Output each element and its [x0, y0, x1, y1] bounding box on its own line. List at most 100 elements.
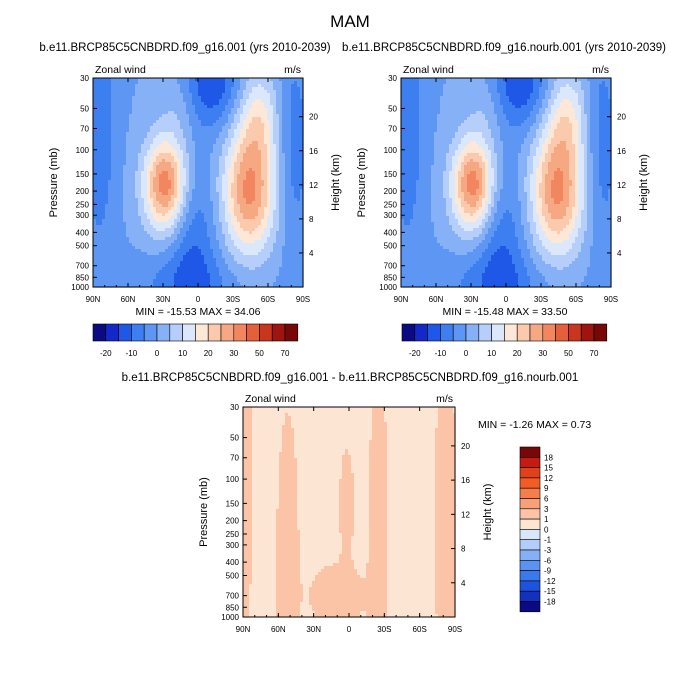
contour-cell [108, 87, 112, 91]
contour-cell [174, 96, 178, 100]
contour-cell [153, 120, 157, 124]
contour-cell [249, 108, 253, 112]
contour-cell [264, 123, 268, 127]
contour-cell [279, 117, 283, 121]
contour-cell [240, 93, 244, 97]
contour-cell [264, 87, 268, 91]
contour-cell [195, 129, 199, 133]
contour-cell [228, 123, 232, 127]
contour-cell [147, 132, 151, 136]
contour-cell [195, 84, 199, 88]
contour-cell [126, 111, 130, 115]
contour-cell [297, 87, 301, 91]
contour-cell [180, 78, 184, 82]
contour-cell [216, 132, 220, 136]
contour-cell [111, 81, 115, 85]
contour-cell [270, 129, 274, 133]
contour-cell [186, 93, 190, 97]
contour-cell [267, 96, 271, 100]
contour-cell [141, 120, 145, 124]
contour-cell [255, 111, 259, 115]
contour-cell [216, 126, 220, 130]
contour-cell [249, 114, 253, 118]
contour-cell [240, 96, 244, 100]
contour-cell [297, 90, 301, 94]
contour-cell [270, 132, 274, 136]
contour-cell [171, 93, 175, 97]
contour-cell [165, 126, 169, 130]
contour-cell [138, 81, 142, 85]
contour-cell [219, 87, 223, 91]
contour-cell [162, 111, 166, 115]
contour-cell [243, 78, 247, 82]
contour-cell [171, 117, 175, 121]
contour-cell [93, 81, 97, 85]
contour-cell [174, 123, 178, 127]
contour-cell [138, 114, 142, 118]
contour-cell [291, 81, 295, 85]
contour-cell [234, 96, 238, 100]
contour-cell [210, 84, 214, 88]
contour-cell [213, 129, 217, 133]
contour-cell [261, 84, 265, 88]
contour-cell [102, 90, 106, 94]
contour-cell [282, 78, 286, 82]
contour-cell [231, 90, 235, 94]
contour-cell [126, 120, 130, 124]
contour-cell [105, 129, 109, 133]
contour-cell [246, 84, 250, 88]
contour-cell [168, 126, 172, 130]
contour-cell [276, 129, 280, 133]
contour-cell [216, 111, 220, 115]
contour-cell [177, 96, 181, 100]
contour-cell [234, 105, 238, 109]
contour-cell [255, 105, 259, 109]
contour-cell [207, 120, 211, 124]
contour-cell [192, 78, 196, 82]
contour-cell [282, 126, 286, 130]
contour-cell [156, 78, 160, 82]
y-tick-label: 150 [76, 170, 90, 179]
contour-cell [102, 84, 106, 88]
contour-cell [219, 84, 223, 88]
contour-cell [108, 129, 112, 133]
contour-cell [210, 117, 214, 121]
contour-cell [291, 87, 295, 91]
contour-cell [114, 105, 118, 109]
contour-cell [243, 117, 247, 121]
contour-cell [99, 78, 103, 82]
contour-cell [99, 111, 103, 115]
contour-cell [147, 90, 151, 94]
contour-cell [276, 108, 280, 112]
contour-cell [243, 102, 247, 106]
contour-cell [291, 111, 295, 115]
contour-cell [96, 84, 100, 88]
contour-cell [111, 111, 115, 115]
contour-cell [93, 111, 97, 115]
contour-cell [222, 117, 226, 121]
contour-cell [129, 102, 133, 106]
contour-cell [111, 135, 115, 139]
contour-cell [153, 114, 157, 118]
contour-cell [147, 111, 151, 115]
contour-cell [135, 111, 139, 115]
contour-cell [270, 93, 274, 97]
contour-cell [231, 105, 235, 109]
contour-cell [135, 123, 139, 127]
contour-cell [201, 111, 205, 115]
contour-cell [276, 93, 280, 97]
contour-cell [288, 129, 292, 133]
contour-cell [114, 135, 118, 139]
contour-cell [138, 132, 142, 136]
contour-cell [198, 108, 202, 112]
contour-cell [228, 87, 232, 91]
contour-cell [156, 105, 160, 109]
contour-cell [264, 108, 268, 112]
contour-cell [294, 129, 298, 133]
contour-cell [111, 87, 115, 91]
contour-cell [240, 114, 244, 118]
contour-cell [126, 96, 130, 100]
contour-cell [285, 135, 289, 139]
contour-cell [150, 114, 154, 118]
contour-cell [150, 123, 154, 127]
